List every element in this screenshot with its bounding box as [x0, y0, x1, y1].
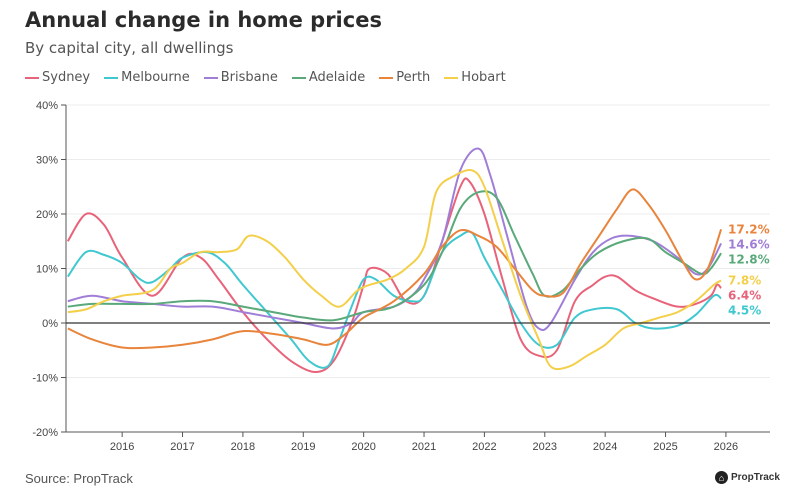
x-tick-label: 2018 [231, 441, 255, 453]
x-tick-label: 2023 [533, 441, 557, 453]
series-line-brisbane [67, 147, 722, 332]
end-label-brisbane: 14.6% [728, 237, 770, 251]
y-tick-label: -10% [32, 373, 58, 385]
legend-swatch [104, 76, 119, 79]
end-label-sydney: 6.4% [728, 288, 761, 302]
end-label-melbourne: 4.5% [728, 303, 761, 317]
legend-item-melbourne: Melbourne [104, 70, 190, 85]
y-tick-label: 20% [36, 209, 58, 221]
legend: Sydney Melbourne Brisbane Adelaide Perth Hoba… [25, 70, 506, 85]
legend-item-hobart: Hobart [444, 70, 506, 85]
x-tick-label: 2026 [714, 441, 738, 453]
logo-text: PropTrack [731, 472, 780, 483]
legend-item-sydney: Sydney [25, 70, 90, 85]
x-tick-label: 2019 [291, 441, 315, 453]
legend-item-perth: Perth [379, 70, 430, 85]
legend-label: Hobart [461, 70, 506, 85]
x-tick-label: 2017 [170, 441, 194, 453]
x-tick-label: 2016 [110, 441, 134, 453]
x-tick-label: 2021 [412, 441, 436, 453]
y-tick-label: 0% [42, 318, 58, 330]
legend-swatch [379, 76, 394, 79]
x-tick-label: 2022 [472, 441, 496, 453]
legend-swatch [291, 76, 306, 79]
x-tick-label: 2025 [653, 441, 677, 453]
legend-label: Perth [396, 70, 431, 85]
legend-item-brisbane: Brisbane [203, 70, 278, 85]
end-label-perth: 17.2% [728, 222, 770, 236]
y-tick-label: 30% [36, 155, 58, 167]
legend-label: Sydney [42, 70, 91, 85]
legend-label: Melbourne [121, 70, 190, 85]
legend-label: Brisbane [220, 70, 278, 85]
end-label-adelaide: 12.8% [728, 252, 770, 266]
chart-title: Annual change in home prices [25, 8, 382, 32]
source-note: Source: PropTrack [25, 471, 133, 486]
series-line-hobart [67, 168, 722, 371]
proptrack-logo: ⌂ PropTrack [715, 471, 780, 484]
x-tick-label: 2024 [593, 441, 617, 453]
series-line-adelaide [67, 190, 722, 322]
legend-swatch [25, 76, 39, 79]
legend-swatch [203, 76, 218, 79]
legend-item-adelaide: Adelaide [291, 70, 366, 85]
y-tick-label: -20% [32, 427, 58, 439]
house-icon: ⌂ [715, 471, 728, 484]
series-line-perth [67, 188, 723, 350]
y-tick-label: 10% [36, 264, 58, 276]
end-label-hobart: 7.8% [728, 273, 761, 287]
y-tick-label: 40% [36, 100, 58, 112]
legend-swatch [444, 76, 459, 79]
chart-subtitle: By capital city, all dwellings [25, 39, 234, 57]
series-line-melbourne [66, 230, 722, 369]
x-tick-label: 2020 [351, 441, 375, 453]
legend-label: Adelaide [308, 70, 366, 85]
